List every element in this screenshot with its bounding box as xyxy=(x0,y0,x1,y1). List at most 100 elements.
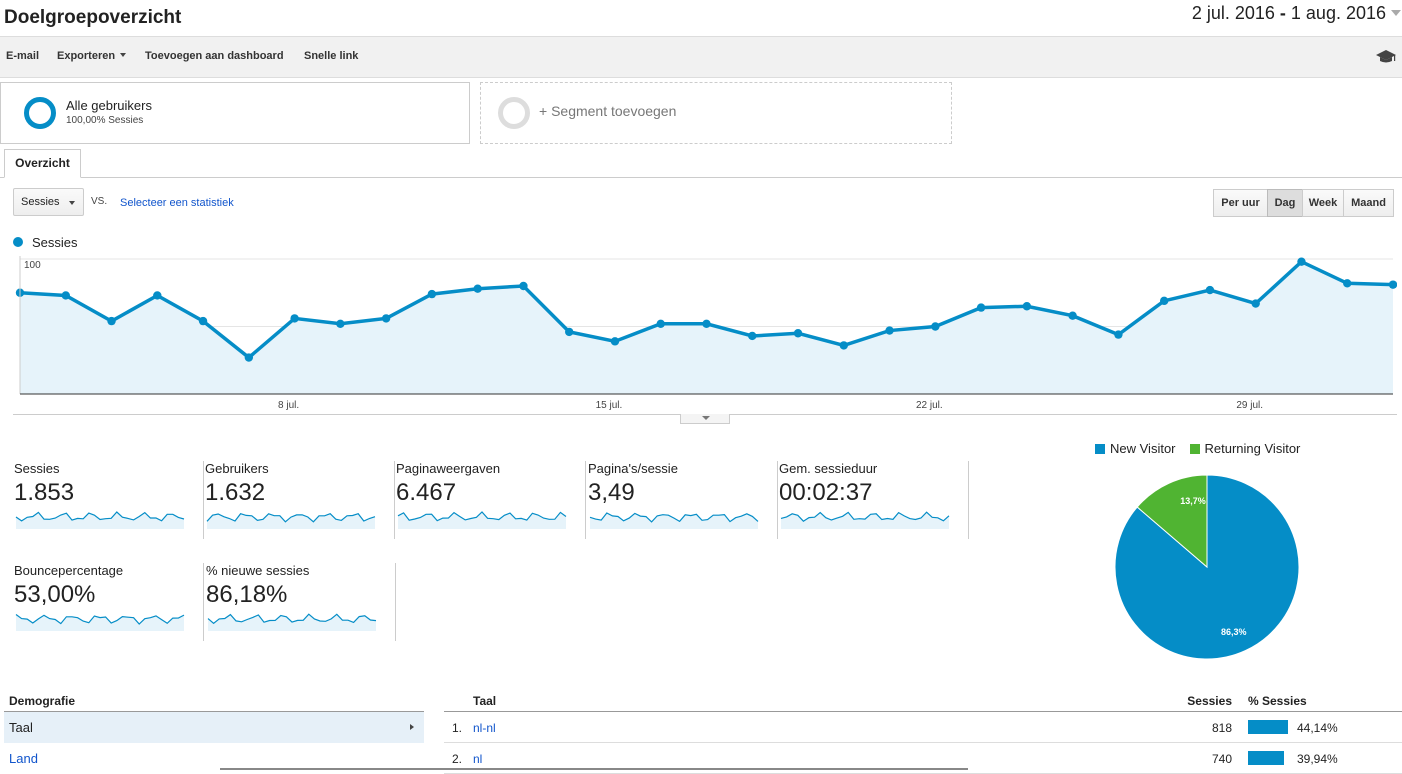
x-tick-label: 29 jul. xyxy=(1236,400,1263,411)
sparkline xyxy=(15,511,185,529)
data-point[interactable] xyxy=(107,316,116,326)
add-segment-box[interactable]: + Segment toevoegen xyxy=(480,82,952,144)
sparkline-area xyxy=(590,513,758,529)
metric-label: Paginaweergaven xyxy=(396,461,501,476)
data-point[interactable] xyxy=(1114,330,1123,339)
data-point[interactable] xyxy=(244,353,254,362)
export-button[interactable]: Exporteren xyxy=(57,50,127,62)
period-hourly-button[interactable]: Per uur xyxy=(1213,189,1268,217)
sparkline-area xyxy=(16,614,184,631)
chart-legend-label: Sessies xyxy=(32,235,78,250)
sparkline-line xyxy=(780,511,950,522)
data-point[interactable] xyxy=(976,303,986,312)
period-month-button[interactable]: Maand xyxy=(1343,189,1394,217)
row-sessions: 818 xyxy=(1211,721,1232,735)
demographics-item-language[interactable]: Taal xyxy=(4,712,424,743)
data-point[interactable] xyxy=(336,319,345,328)
graduation-cap-icon[interactable] xyxy=(1376,48,1396,64)
metric-bounce-rate[interactable]: Bouncepercentage 53,00% xyxy=(13,563,204,641)
language-link[interactable]: nl xyxy=(473,752,483,766)
add-to-dashboard-button[interactable]: Toevoegen aan dashboard xyxy=(145,50,284,62)
chart-expander-handle[interactable] xyxy=(680,414,730,424)
metric-new-sessions-pct[interactable]: % nieuwe sessies 86,18% xyxy=(205,563,396,641)
table-row: 1. nl-nl 818 44,14% xyxy=(444,712,1402,743)
vs-label: VS. xyxy=(91,196,108,207)
data-point[interactable] xyxy=(290,314,299,323)
language-link[interactable]: nl-nl xyxy=(473,721,496,735)
data-point[interactable] xyxy=(153,291,162,300)
metric-value: 3,49 xyxy=(588,479,635,506)
data-point[interactable] xyxy=(1068,311,1077,320)
data-point[interactable] xyxy=(702,319,711,328)
horizontal-scrollbar[interactable] xyxy=(220,768,968,770)
data-point[interactable] xyxy=(519,281,528,291)
quick-link-button[interactable]: Snelle link xyxy=(304,50,359,62)
select-statistic-link[interactable]: Selecteer een statistiek xyxy=(120,197,234,209)
data-point[interactable] xyxy=(1251,299,1260,308)
data-point[interactable] xyxy=(198,316,208,326)
data-point[interactable] xyxy=(1159,296,1169,306)
period-week-button[interactable]: Week xyxy=(1302,189,1344,217)
data-point[interactable] xyxy=(427,289,437,299)
sparkline-line xyxy=(589,512,759,523)
data-point[interactable] xyxy=(839,341,848,350)
data-point[interactable] xyxy=(793,329,803,338)
column-header-language: Taal xyxy=(473,694,497,708)
data-point[interactable] xyxy=(656,319,665,328)
sparkline-line xyxy=(15,511,185,522)
data-point[interactable] xyxy=(1297,257,1306,266)
pie-slice-returning-visitor[interactable] xyxy=(1136,474,1208,569)
metric-users[interactable]: Gebruikers 1.632 xyxy=(204,461,395,539)
data-point[interactable] xyxy=(1022,302,1032,311)
email-button[interactable]: E-mail xyxy=(6,50,40,62)
sparkline-line xyxy=(206,512,376,523)
demographics-item-country[interactable]: Land xyxy=(9,751,38,766)
segment-name: Alle gebruikers xyxy=(66,98,152,113)
segment-all-users[interactable]: Alle gebruikers 100,00% Sessies xyxy=(0,82,470,144)
legend-swatch-icon xyxy=(1095,443,1105,454)
metric-pages-per-session[interactable]: Pagina's/sessie 3,49 xyxy=(587,461,778,539)
x-tick-label: 22 jul. xyxy=(916,400,943,411)
metric-dropdown[interactable]: Sessies xyxy=(13,188,84,216)
data-point[interactable] xyxy=(610,337,620,346)
data-point[interactable] xyxy=(748,331,757,341)
column-header-pct-sessions: % Sessies xyxy=(1248,694,1307,708)
data-point[interactable] xyxy=(473,284,482,293)
row-number: 1. xyxy=(452,721,463,735)
language-table-header: Taal Sessies % Sessies xyxy=(444,688,1402,712)
x-tick-label: 8 jul. xyxy=(278,400,299,411)
data-point[interactable] xyxy=(61,291,70,300)
metric-avg-session-duration[interactable]: Gem. sessieduur 00:02:37 xyxy=(778,461,969,539)
visitor-pie-chart[interactable]: 86,3% 13,7% xyxy=(1110,470,1306,666)
metric-sessions[interactable]: Sessies 1.853 xyxy=(13,461,204,539)
tab-divider xyxy=(0,177,1402,178)
data-point[interactable] xyxy=(1388,280,1397,289)
metric-label: Sessies xyxy=(14,461,60,476)
data-point[interactable] xyxy=(931,322,940,331)
period-toggle: Per uur Dag Week Maand xyxy=(1213,189,1394,217)
data-point[interactable] xyxy=(565,327,574,337)
metric-pageviews[interactable]: Paginaweergaven 6.467 xyxy=(395,461,586,539)
period-day-button[interactable]: Dag xyxy=(1267,189,1303,217)
legend-dot-icon xyxy=(13,237,23,247)
metric-label: Pagina's/sessie xyxy=(588,461,678,476)
row-pct-bar xyxy=(1248,720,1288,734)
data-point[interactable] xyxy=(381,314,391,323)
data-point[interactable] xyxy=(1343,279,1352,288)
data-point[interactable] xyxy=(1205,285,1215,295)
data-point[interactable] xyxy=(885,326,894,335)
legend-new-visitor: New Visitor xyxy=(1095,441,1176,456)
tab-overview[interactable]: Overzicht xyxy=(4,149,81,178)
sessions-line-chart[interactable]: 100508 jul.15 jul.22 jul.29 jul. xyxy=(13,256,1397,414)
chevron-down-icon[interactable] xyxy=(1391,10,1401,16)
date-start: 2 jul. 2016 xyxy=(1191,3,1275,23)
metric-dropdown-value: Sessies xyxy=(21,196,60,208)
date-range-picker[interactable]: 2 jul. 2016 - 1 aug. 2016 xyxy=(1192,3,1386,24)
segment-sessions-share: 100,00% Sessies xyxy=(66,115,144,126)
legend-swatch-icon xyxy=(1189,443,1200,454)
chevron-down-icon xyxy=(120,53,127,57)
chevron-right-icon xyxy=(410,724,414,730)
sparkline xyxy=(207,613,377,631)
chevron-down-icon xyxy=(69,201,75,205)
pie-slice-new-visitor[interactable] xyxy=(1114,474,1300,660)
